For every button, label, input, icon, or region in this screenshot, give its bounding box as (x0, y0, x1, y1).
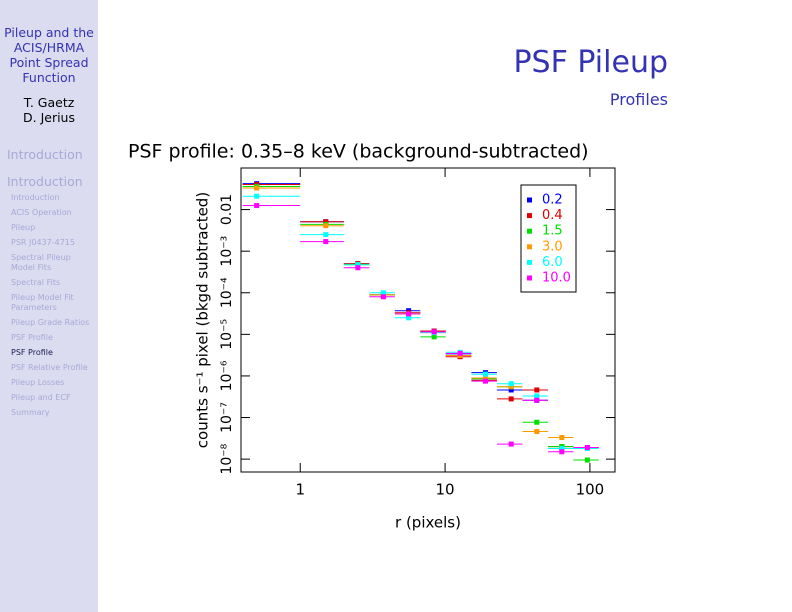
subsection[interactable]: PSF Relative Profile (11, 363, 88, 372)
plot-frame (240, 167, 616, 473)
point (508, 384, 514, 390)
subsection[interactable]: Pileup Grade Ratios (11, 318, 90, 327)
legend-box (520, 184, 577, 293)
author: D. Jerius (23, 110, 75, 125)
subsection[interactable]: Summary (11, 408, 50, 417)
subsection-list: Introduction ACIS Operation Pileup PSR J043… (0, 193, 98, 418)
legend-swatch (527, 197, 532, 203)
subsection[interactable]: Pileup Model Fit Parameters (11, 293, 74, 312)
y-tick-label: 10⁻⁶ (219, 360, 235, 391)
point (254, 193, 260, 199)
point (431, 329, 437, 335)
slide-subtitle: Profiles (609, 90, 668, 109)
point (584, 445, 590, 451)
legend-swatch (527, 244, 532, 250)
point (482, 378, 488, 384)
point (534, 397, 540, 403)
subsection[interactable]: ACIS Operation (11, 208, 72, 217)
y-tick-label: 10⁻⁸ (219, 443, 235, 474)
x-tick-label: 100 (576, 481, 605, 499)
sidebar-title: Pileup and the ACIS/HRMA Point Spread Fu… (4, 25, 94, 85)
subsection[interactable]: Pileup and ECF (11, 393, 71, 402)
legend-label: 0.2 (542, 193, 563, 208)
legend-swatch (527, 228, 532, 234)
y-tick-label: 10⁻⁵ (219, 319, 235, 350)
point (254, 185, 260, 191)
point (323, 232, 329, 238)
point (380, 290, 386, 296)
y-tick-label: 10⁻⁴ (219, 277, 235, 308)
subsection[interactable]: Pileup (11, 223, 36, 232)
point (406, 315, 412, 321)
point (534, 429, 540, 435)
legend-label: 0.4 (542, 208, 563, 223)
legend-label: 1.5 (542, 224, 563, 239)
point (584, 457, 590, 463)
subsection[interactable]: Spectral Fits (11, 278, 61, 287)
legend-swatch (527, 213, 532, 219)
legend-label: 6.0 (542, 255, 563, 270)
legend-label: 10.0 (542, 271, 571, 286)
point (559, 435, 565, 441)
y-tick-label: 10⁻⁷ (219, 402, 235, 433)
point (254, 203, 260, 209)
legend-swatch (527, 259, 532, 265)
point (482, 371, 488, 377)
subsection[interactable]: Spectral Pileup Model Fits (11, 253, 71, 272)
point (323, 223, 329, 229)
subsection[interactable]: PSF Profile (11, 333, 53, 342)
point (508, 381, 514, 387)
subsection[interactable]: PSF Profile (11, 348, 53, 357)
legend-swatch (527, 275, 532, 281)
point (559, 445, 565, 451)
point (534, 419, 540, 425)
chart-title: PSF profile: 0.35–8 keV (background-subt… (128, 141, 589, 163)
sidebar: Pileup and the ACIS/HRMA Point Spread Fu… (0, 0, 98, 612)
point (534, 393, 540, 399)
point (457, 350, 463, 356)
point (355, 262, 361, 268)
point (431, 334, 437, 340)
point (323, 239, 329, 245)
point (508, 387, 514, 393)
x-tick-label: 10 (436, 481, 455, 499)
subsection[interactable]: PSR J0437-4715 (11, 238, 75, 247)
point (534, 387, 540, 393)
y-axis-label: counts s⁻¹ pixel (bkgd subtracted) (194, 192, 212, 448)
point (355, 265, 361, 271)
point (406, 311, 412, 317)
subsection[interactable]: Introduction (11, 193, 60, 202)
point (482, 375, 488, 381)
subsection[interactable]: Pileup Losses (11, 378, 65, 387)
point (508, 441, 514, 447)
point (380, 294, 386, 300)
x-axis-label: r (pixels) (395, 514, 461, 532)
point (559, 449, 565, 455)
author: T. Gaetz (23, 95, 75, 110)
point (323, 219, 329, 225)
y-tick-label: 10⁻³ (219, 236, 235, 267)
legend-label: 3.0 (542, 239, 563, 254)
slide-title: PSF Pileup (513, 45, 668, 80)
current-section[interactable]: Introduction (7, 174, 83, 189)
point (508, 396, 514, 402)
section[interactable]: Introduction (7, 147, 83, 162)
y-tick-label: 0.01 (219, 194, 235, 225)
x-tick-label: 1 (295, 481, 305, 499)
